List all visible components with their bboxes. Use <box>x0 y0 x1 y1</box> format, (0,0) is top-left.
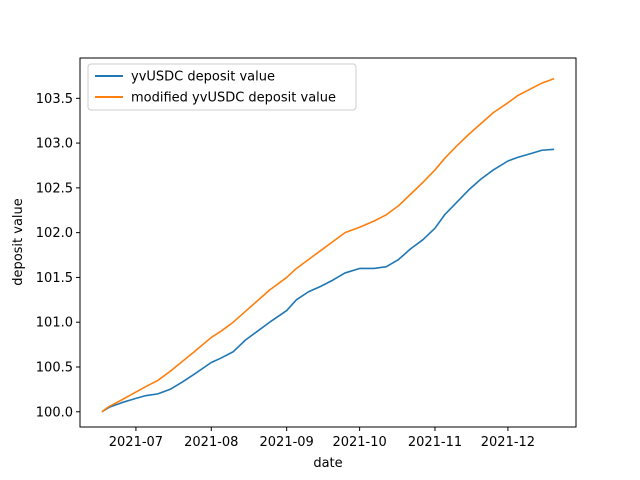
x-tick-label: 2021-11 <box>408 435 462 450</box>
series-layer <box>101 77 555 413</box>
y-tick-label: 102.0 <box>36 226 73 241</box>
legend-label-modified-yvusdc: modified yvUSDC deposit value <box>131 91 336 106</box>
y-tick-label: 101.0 <box>36 316 73 331</box>
legend-label-yvusdc: yvUSDC deposit value <box>131 70 275 85</box>
y-tick-label: 103.5 <box>36 92 73 107</box>
x-tick-label: 2021-10 <box>332 435 386 450</box>
plot-frame <box>79 57 577 428</box>
x-tick-label: 2021-07 <box>109 435 163 450</box>
x-axis-ticks: 2021-07 2021-08 2021-09 2021-10 2021-11 2021-… <box>109 427 535 450</box>
y-tick-label: 100.0 <box>36 405 73 420</box>
y-tick-label: 101.5 <box>36 271 73 286</box>
y-axis-label: deposit value <box>11 198 26 286</box>
x-tick-label: 2021-09 <box>260 435 314 450</box>
legend-box <box>87 63 357 111</box>
x-axis-label: date <box>313 456 342 471</box>
y-tick-label: 102.5 <box>36 181 73 196</box>
legend: yvUSDC deposit value modified yvUSDC dep… <box>87 63 357 111</box>
series-line-yvusdc <box>101 148 555 413</box>
y-tick-label: 103.0 <box>36 137 73 152</box>
x-tick-label: 2021-12 <box>481 435 535 450</box>
y-tick-label: 100.5 <box>36 360 73 375</box>
x-tick-label: 2021-08 <box>184 435 238 450</box>
y-axis-ticks: 100.0 100.5 101.0 101.5 102.0 102.5 103.0 103.5 <box>36 92 80 420</box>
series-line-modified-yvusdc <box>101 77 555 413</box>
